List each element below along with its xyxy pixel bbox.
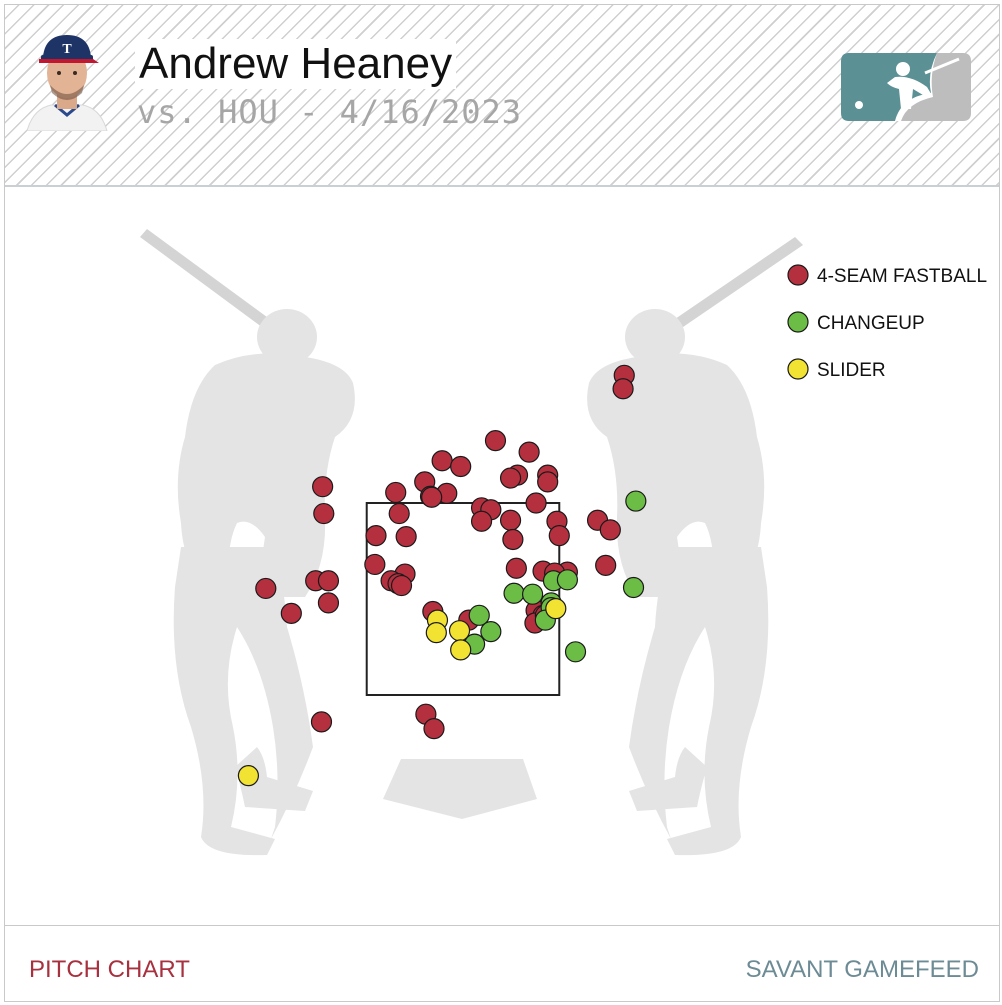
pitch-four-seam[interactable] (599, 519, 621, 541)
pitch-four-seam[interactable] (310, 711, 333, 733)
pitch-four-seam[interactable] (255, 577, 277, 600)
pitch-four-seam[interactable] (313, 502, 335, 525)
pitch-four-seam[interactable] (518, 441, 540, 463)
pitch-chart-card: T Andrew Heaney vs. HOU - 4/16/2023 (4, 4, 1000, 1002)
pitch-four-seam[interactable] (499, 509, 522, 531)
legend-label-changeup: CHANGEUP (817, 313, 925, 334)
header: T Andrew Heaney vs. HOU - 4/16/2023 (5, 5, 999, 187)
pitch-changeup[interactable] (556, 569, 579, 591)
pitch-four-seam[interactable] (470, 510, 493, 532)
pitch-changeup[interactable] (521, 583, 544, 605)
pitch-four-seam[interactable] (390, 574, 413, 597)
pitch-four-seam[interactable] (364, 553, 386, 576)
pitch-changeup[interactable] (622, 576, 645, 599)
pitch-four-seam[interactable] (499, 467, 522, 489)
pitch-slider[interactable] (545, 598, 567, 620)
pitch-four-seam[interactable] (395, 526, 417, 548)
pitch-changeup[interactable] (625, 490, 647, 512)
pitch-four-seam[interactable] (548, 525, 570, 547)
pitch-four-seam[interactable] (612, 378, 634, 400)
legend-marker-slider (787, 358, 809, 380)
pitch-slider[interactable] (448, 620, 471, 642)
pitch-scatter-plot: 4-SEAM FASTBALL CHANGEUP SLIDER (140, 229, 987, 856)
pitch-changeup[interactable] (468, 604, 490, 626)
footer: PITCH CHART SAVANT GAMEFEED (5, 925, 999, 1002)
pitch-changeup[interactable] (480, 621, 502, 643)
pitch-four-seam[interactable] (484, 430, 507, 452)
pitch-points (237, 364, 647, 787)
pitch-four-seam[interactable] (525, 492, 547, 514)
pitch-slider[interactable] (425, 622, 447, 644)
pitch-four-seam[interactable] (431, 450, 453, 472)
game-subtitle: vs. HOU - 4/16/2023 (137, 93, 523, 131)
pitch-four-seam[interactable] (423, 717, 445, 740)
savant-gamefeed-link[interactable]: SAVANT GAMEFEED (745, 956, 979, 983)
pitch-four-seam[interactable] (312, 476, 334, 498)
pitch-four-seam[interactable] (537, 471, 559, 493)
svg-text:T: T (62, 42, 72, 57)
pitch-location-chart: 4-SEAM FASTBALL CHANGEUP SLIDER (5, 187, 999, 927)
legend-marker-changeup (787, 311, 809, 333)
pitch-four-seam[interactable] (317, 570, 340, 592)
right-batter-silhouette (587, 237, 803, 856)
pitch-four-seam[interactable] (595, 554, 617, 576)
pitch-changeup[interactable] (564, 641, 587, 663)
pitch-chart-link[interactable]: PITCH CHART (29, 956, 190, 983)
pitch-four-seam[interactable] (317, 592, 340, 614)
player-name: Andrew Heaney (135, 39, 457, 89)
pitch-four-seam[interactable] (365, 525, 387, 547)
legend-marker-four-seam (787, 264, 809, 286)
pitch-four-seam[interactable] (388, 502, 410, 525)
legend-label-slider: SLIDER (817, 360, 886, 381)
left-batter-silhouette (140, 229, 355, 856)
legend: 4-SEAM FASTBALL CHANGEUP SLIDER (787, 264, 987, 381)
pitch-four-seam[interactable] (450, 455, 472, 478)
pitch-slider[interactable] (450, 639, 472, 661)
pitch-slider[interactable] (237, 765, 259, 787)
player-headshot-icon: T (19, 23, 115, 132)
pitch-four-seam[interactable] (502, 528, 524, 551)
pitch-changeup[interactable] (503, 582, 525, 604)
pitch-four-seam[interactable] (505, 557, 527, 579)
mlb-logo-icon (841, 53, 971, 121)
pitch-four-seam[interactable] (385, 481, 407, 504)
pitch-four-seam[interactable] (280, 602, 302, 624)
home-plate (383, 759, 537, 819)
legend-label-four-seam: 4-SEAM FASTBALL (817, 266, 987, 287)
pitch-four-seam[interactable] (421, 486, 443, 508)
